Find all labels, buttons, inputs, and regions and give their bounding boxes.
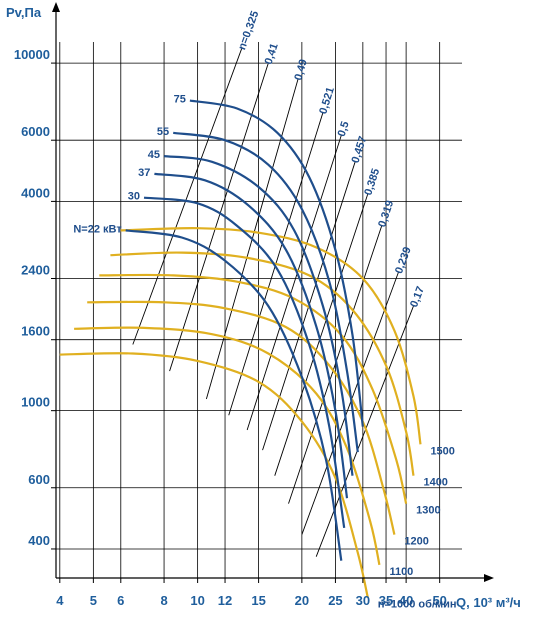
efficiency-label: 0,521	[317, 86, 337, 116]
power-label: 55	[157, 126, 169, 138]
efficiency-line	[246, 135, 342, 431]
grid	[56, 42, 462, 578]
rpm-curve	[99, 273, 408, 504]
efficiency-label: 0,457	[350, 135, 370, 165]
rpm-label: 1500	[430, 445, 454, 457]
y-axis-arrow	[52, 2, 60, 12]
y-tick-label: 10000	[14, 47, 50, 62]
rpm-label: 1200	[404, 536, 428, 548]
x-tick-label: 6	[117, 593, 124, 608]
y-tick-label: 400	[28, 533, 50, 548]
x-tick-label: 15	[251, 593, 265, 608]
power-curve	[173, 131, 359, 453]
x-axis-title: Q, 10³ м³/ч	[456, 595, 521, 610]
efficiency-label: n=0,325	[236, 9, 261, 51]
axes	[51, 2, 494, 583]
y-tick-label: 1600	[21, 324, 50, 339]
rpm-label: n=1000 об/мин	[378, 599, 457, 611]
x-tick-label: 12	[218, 593, 232, 608]
x-tick-label: 5	[90, 593, 97, 608]
efficiency-label: 0,5	[336, 120, 352, 138]
rpm-curve	[59, 352, 369, 598]
x-tick-label: 8	[160, 593, 167, 608]
rpm-label: 1400	[423, 477, 447, 489]
power-label: 37	[138, 167, 150, 179]
rpm-curve	[120, 227, 422, 445]
rpm-label: 1300	[416, 505, 440, 517]
y-tick-label: 4000	[21, 185, 50, 200]
power-curve	[189, 99, 364, 427]
efficiency-label: 0,385	[362, 167, 382, 197]
rpm-curve	[74, 326, 381, 566]
efficiency-line	[132, 48, 243, 345]
x-tick-label: 35	[379, 593, 393, 608]
rpm-curve	[87, 300, 396, 535]
y-axis-title: Pv,Па	[6, 5, 42, 20]
power-curve	[125, 229, 343, 561]
y-tick-label: 6000	[21, 124, 50, 139]
power-curve	[154, 172, 349, 499]
rpm-curves	[59, 227, 422, 598]
efficiency-line	[274, 193, 369, 476]
power-curve	[143, 196, 346, 529]
efficiency-label: 0,49	[292, 58, 309, 82]
x-tick-label: 50	[432, 593, 446, 608]
power-curves	[125, 99, 364, 561]
power-curve	[163, 155, 354, 476]
efficiency-line	[301, 272, 399, 535]
power-label: 45	[148, 149, 160, 161]
x-tick-label: 25	[328, 593, 342, 608]
rpm-label: 1100	[389, 566, 413, 578]
efficiency-label: 0,17	[408, 285, 427, 309]
y-tick-label: 1000	[21, 395, 50, 410]
power-label: N=22 кВт	[73, 223, 122, 235]
x-tick-label: 40	[399, 593, 413, 608]
power-label: 30	[128, 191, 140, 203]
efficiency-label: 0,239	[393, 245, 414, 275]
x-tick-label: 10	[190, 593, 204, 608]
efficiency-line	[288, 225, 383, 504]
x-axis-arrow	[484, 574, 494, 582]
x-tick-label: 4	[56, 593, 64, 608]
efficiency-label: 0,41	[263, 42, 281, 66]
y-tick-label: 600	[28, 472, 50, 487]
power-label: 75	[174, 94, 186, 106]
labels: 4 5 6 8 10 12 15 20 25 30 35 40 50400600100016002400…	[14, 9, 457, 610]
x-tick-label: 30	[356, 593, 370, 608]
efficiency-line	[315, 305, 414, 557]
x-tick-label: 20	[295, 593, 309, 608]
y-tick-label: 2400	[21, 263, 50, 278]
efficiency-label: 0,319	[376, 199, 396, 229]
